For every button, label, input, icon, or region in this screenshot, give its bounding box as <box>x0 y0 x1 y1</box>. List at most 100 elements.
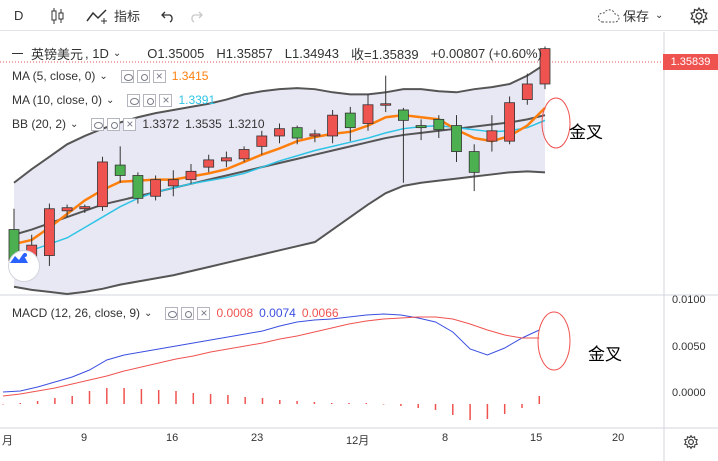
candle-body <box>203 159 215 168</box>
candle-body <box>309 133 321 137</box>
candle-body <box>167 179 179 187</box>
close-icon[interactable] <box>197 306 211 320</box>
x-axis-tick: 月 <box>2 435 13 447</box>
ma10-legend[interactable]: MA (10, close, 0) ⌄ 1.3391 <box>12 93 216 108</box>
candle-body <box>61 207 73 212</box>
bb-label: BB (20, 2) <box>12 117 67 131</box>
eye-icon[interactable] <box>120 69 134 83</box>
candle-body <box>504 102 516 142</box>
ma5-label: MA (5, close, 0) <box>12 69 96 83</box>
macd-label: MACD (12, 26, close, 9) <box>12 306 141 320</box>
candle-body <box>274 128 285 137</box>
signal-line <box>2 316 540 397</box>
symbol-name[interactable]: 英镑美元 <box>31 47 84 62</box>
macd-axis-tick: 0.0100 <box>672 294 706 306</box>
cloud-icon <box>597 8 620 22</box>
bb-lower-line <box>13 170 546 296</box>
macd-signal-value: 0.0066 <box>301 306 339 320</box>
candle-body <box>539 48 551 85</box>
close-icon[interactable] <box>159 93 173 107</box>
candle-body <box>291 127 303 139</box>
chevron-down-icon[interactable]: ⌄ <box>70 118 79 130</box>
chart-area[interactable]: 英镑美元 , 1D ⌄ O1.35005 H1.35857 L1.34943 收… <box>0 32 718 461</box>
candles-icon[interactable] <box>49 0 67 31</box>
candle-body <box>486 130 498 142</box>
candle-body <box>220 157 232 162</box>
candle-body <box>238 149 250 160</box>
indicators-label: 指标 <box>114 9 141 24</box>
candle-body <box>468 151 480 173</box>
logo-icon <box>10 253 28 263</box>
ma5-legend[interactable]: MA (5, close, 0) ⌄ 1.3415 <box>12 69 208 84</box>
chart-canvas[interactable] <box>0 32 718 461</box>
candle-body <box>415 125 427 129</box>
ma10-value: 1.3391 <box>178 93 216 107</box>
close-icon[interactable] <box>123 117 137 131</box>
x-axis-tick: 23 <box>251 432 264 444</box>
eye-icon[interactable] <box>91 117 105 131</box>
collapse-icon[interactable] <box>12 53 23 54</box>
chevron-down-icon: ⌄ <box>655 10 664 21</box>
chevron-down-icon[interactable]: ⌄ <box>99 70 108 82</box>
golden-cross-annotation-price: 金叉 <box>569 123 603 143</box>
candle-body <box>79 206 91 210</box>
gear-icon[interactable] <box>136 69 150 83</box>
gear-icon <box>683 434 699 450</box>
macd-axis-tick: 0.0050 <box>672 341 706 353</box>
x-axis-tick: 15 <box>530 432 543 444</box>
candle-body <box>97 161 108 208</box>
redo-icon <box>191 11 203 23</box>
last-price-badge: 1.35839 <box>663 54 718 70</box>
chevron-down-icon[interactable]: ⌄ <box>106 94 115 106</box>
golden-cross-circle-price <box>541 97 571 149</box>
interval-label: D <box>14 8 24 23</box>
chevron-down-icon[interactable]: ⌄ <box>144 307 153 319</box>
golden-cross-annotation-macd: 金叉 <box>588 345 622 365</box>
gear-icon[interactable] <box>107 117 121 131</box>
candle-body <box>362 104 374 124</box>
settings-button[interactable] <box>689 0 709 31</box>
macd-axis-tick: 0.0000 <box>672 387 706 399</box>
interval-selector[interactable]: D <box>14 0 23 31</box>
bb-value-upper: 1.3535 <box>185 117 222 131</box>
chevron-down-icon[interactable]: ⌄ <box>112 48 122 59</box>
ohlc-low: L1.34943 <box>284 46 339 61</box>
candle-body <box>397 109 409 121</box>
eye-icon[interactable] <box>165 306 179 320</box>
x-axis-tick: 9 <box>81 432 88 444</box>
bb-legend[interactable]: BB (20, 2) ⌄ 1.3372 1.3535 1.3210 <box>12 117 265 132</box>
candle-body <box>521 83 533 100</box>
x-axis-tick: 8 <box>442 432 449 444</box>
bb-value-lower: 1.3210 <box>227 117 265 131</box>
macd-legend[interactable]: MACD (12, 26, close, 9) ⌄ 0.0008 0.0074 … <box>12 306 339 321</box>
candle-body <box>150 179 162 197</box>
macd-line-value: 0.0074 <box>259 306 296 320</box>
top-toolbar: D 指标 保存 ⌄ <box>0 0 718 31</box>
ohlc-change: +0.00807 (+0.60%) <box>430 46 542 61</box>
ohlc-open: O1.35005 <box>147 46 205 61</box>
undo-button[interactable] <box>160 0 176 31</box>
macd-line <box>2 313 540 393</box>
symbol-legend: 英镑美元 , 1D ⌄ O1.35005 H1.35857 L1.34943 收… <box>12 44 542 63</box>
save-button[interactable]: 保存 ⌄ <box>596 0 663 31</box>
symbol-interval: 1D <box>92 46 109 61</box>
candle-body <box>114 164 126 176</box>
redo-button[interactable] <box>188 0 204 31</box>
eye-icon[interactable] <box>127 93 141 107</box>
candle-body <box>451 125 462 152</box>
x-axis-tick: 20 <box>612 432 625 444</box>
save-label: 保存 <box>623 9 650 24</box>
candle-body <box>256 135 268 147</box>
gear-icon[interactable] <box>143 93 157 107</box>
candle-body <box>185 170 197 181</box>
bb-fill <box>14 64 545 294</box>
close-icon[interactable] <box>152 69 166 83</box>
indicators-button[interactable]: 指标 <box>86 0 140 31</box>
ohlc-high: H1.35857 <box>216 46 273 61</box>
candle-body <box>327 114 339 137</box>
gear-icon <box>690 6 708 25</box>
macd-hist-value: 0.0008 <box>216 306 254 320</box>
gear-icon[interactable] <box>181 306 195 320</box>
tradingview-logo[interactable] <box>8 250 40 282</box>
undo-icon <box>161 11 173 23</box>
